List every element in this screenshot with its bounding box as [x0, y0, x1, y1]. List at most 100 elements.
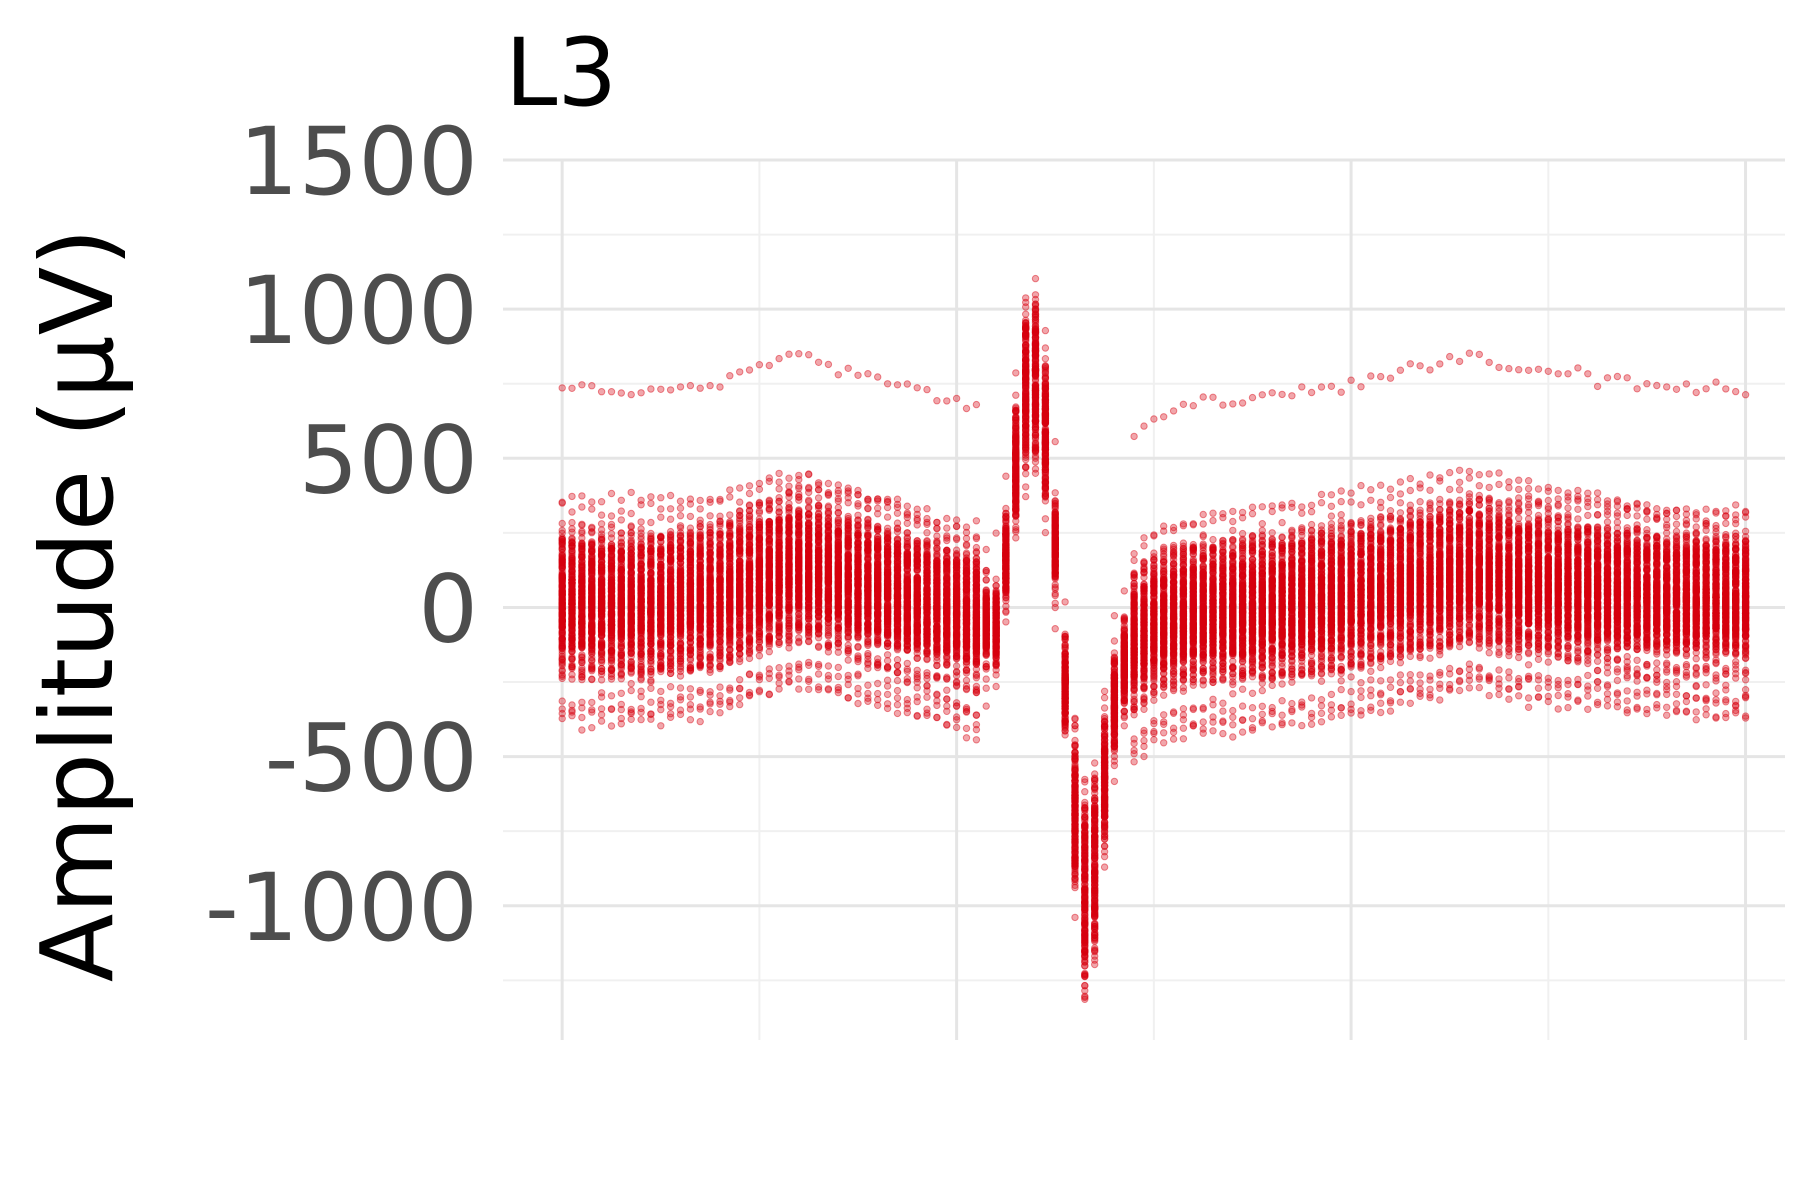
- waveform-point: [1702, 626, 1710, 634]
- waveform-point: [696, 622, 704, 631]
- waveform-point: [1455, 595, 1464, 603]
- waveform-point: [1307, 534, 1316, 542]
- waveform-point: [1248, 537, 1257, 545]
- waveform-point: [627, 679, 635, 688]
- waveform-point: [637, 626, 645, 634]
- waveform-point: [1258, 626, 1267, 634]
- waveform-point: [588, 621, 596, 630]
- waveform-point: [1367, 612, 1375, 620]
- waveform-point: [676, 542, 685, 550]
- waveform-point: [883, 544, 892, 553]
- waveform-point: [706, 540, 714, 548]
- waveform-point: [647, 540, 655, 548]
- waveform-point: [1386, 602, 1395, 611]
- waveform-point: [1436, 525, 1444, 534]
- major-gridlines: [503, 158, 1785, 1040]
- waveform-point: [1268, 540, 1276, 548]
- waveform-point: [578, 623, 586, 631]
- waveform-point: [657, 544, 665, 553]
- waveform-point: [962, 561, 971, 569]
- waveform-point: [982, 625, 990, 633]
- waveform-point: [972, 641, 981, 649]
- waveform-point: [1229, 713, 1237, 721]
- waveform-point: [864, 609, 872, 618]
- waveform-point: [1426, 654, 1434, 662]
- waveform-point: [597, 536, 606, 545]
- waveform-point: [745, 602, 754, 610]
- waveform-point: [1278, 630, 1286, 638]
- waveform-point: [1051, 541, 1059, 549]
- waveform-point: [1150, 647, 1158, 655]
- waveform-point: [1051, 499, 1059, 507]
- waveform-point: [1712, 618, 1720, 627]
- waveform-point: [1081, 931, 1089, 939]
- waveform-point: [844, 603, 852, 611]
- waveform-point: [1446, 599, 1454, 607]
- waveform-point: [696, 546, 704, 555]
- waveform-point: [1584, 605, 1592, 613]
- waveform-point: [686, 547, 695, 555]
- waveform-point: [874, 607, 882, 616]
- waveform-point: [1120, 666, 1129, 674]
- waveform-point: [1593, 610, 1602, 618]
- waveform-point: [874, 544, 882, 552]
- waveform-point: [785, 592, 793, 600]
- waveform-point: [913, 551, 921, 559]
- waveform-point: [962, 639, 971, 648]
- waveform-point: [726, 608, 734, 617]
- waveform-point: [775, 530, 783, 538]
- waveform-point: [1416, 603, 1424, 611]
- waveform-point: [864, 532, 872, 540]
- waveform-point: [1120, 654, 1129, 662]
- waveform-point: [1258, 542, 1267, 551]
- waveform-point: [893, 546, 902, 554]
- waveform-point: [558, 540, 566, 548]
- waveform-point: [1021, 323, 1030, 331]
- waveform-point: [1100, 786, 1109, 794]
- waveform-point: [1337, 540, 1345, 549]
- waveform-point: [883, 690, 892, 699]
- waveform-point: [568, 620, 576, 628]
- waveform-point: [627, 631, 635, 639]
- waveform-point: [1406, 534, 1415, 542]
- waveform-point: [666, 548, 675, 556]
- waveform-point: [1081, 924, 1089, 932]
- waveform-point: [1081, 775, 1089, 784]
- waveform-point: [795, 522, 803, 530]
- waveform-point: [1238, 549, 1247, 558]
- waveform-point: [834, 527, 842, 535]
- waveform-point: [1219, 548, 1227, 556]
- waveform-point: [943, 632, 951, 640]
- waveform-point: [1534, 684, 1543, 692]
- waveform-point: [972, 568, 981, 576]
- waveform-point: [617, 622, 625, 630]
- waveform-point: [755, 598, 764, 606]
- waveform-point: [883, 614, 892, 622]
- waveform-point: [1593, 684, 1602, 692]
- waveform-point: [1485, 603, 1493, 611]
- waveform-point: [1002, 582, 1010, 590]
- waveform-point: [1396, 536, 1405, 544]
- waveform-point: [627, 549, 635, 558]
- waveform-point: [1219, 635, 1227, 643]
- waveform-point: [1623, 609, 1631, 617]
- waveform-point: [1298, 540, 1306, 548]
- waveform-point: [1377, 530, 1385, 538]
- waveform-point: [952, 640, 961, 649]
- waveform-point: [1495, 601, 1503, 609]
- waveform-point: [588, 541, 596, 549]
- waveform-point: [1406, 600, 1415, 608]
- waveform-point: [1663, 618, 1671, 626]
- waveform-point: [903, 623, 911, 632]
- waveform-point: [1031, 310, 1040, 318]
- waveform-point: [1732, 618, 1740, 627]
- waveform-point: [805, 587, 813, 595]
- waveform-point: [1091, 874, 1099, 882]
- waveform-point: [1347, 538, 1355, 546]
- waveform-point: [982, 702, 990, 710]
- waveform-point: [1672, 622, 1681, 630]
- waveform-point: [1130, 658, 1138, 666]
- waveform-point: [558, 616, 566, 624]
- waveform-point: [1150, 565, 1158, 573]
- waveform-point: [1130, 579, 1138, 588]
